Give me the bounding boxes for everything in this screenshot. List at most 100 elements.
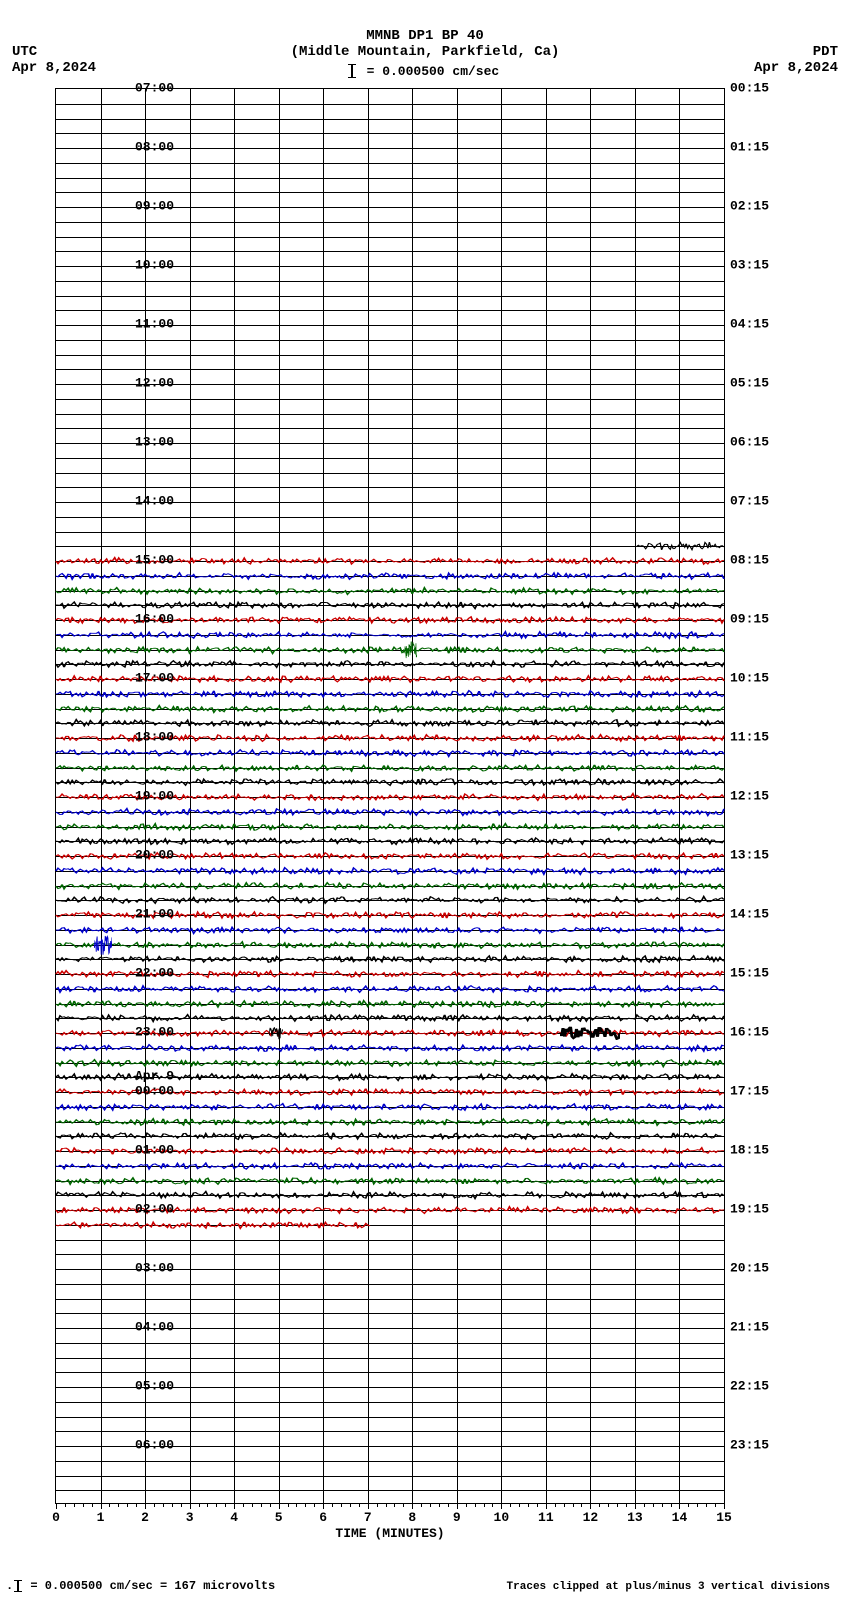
grid-line-h (56, 414, 724, 415)
y-label-right: 01:15 (730, 140, 769, 155)
seismic-trace (56, 600, 724, 610)
grid-line-h (56, 340, 724, 341)
x-tick-minor (92, 1503, 93, 1507)
y-label-right: 18:15 (730, 1143, 769, 1158)
y-label-left: 20:00 (135, 848, 174, 863)
x-tick-minor (386, 1503, 387, 1507)
grid-line-h (56, 487, 724, 488)
x-tick-minor (573, 1503, 574, 1507)
x-tick (56, 1503, 57, 1509)
y-label-right: 17:15 (730, 1084, 769, 1099)
y-label-right: 00:15 (730, 81, 769, 96)
grid-line-h (56, 1299, 724, 1300)
y-label-left: 05:00 (135, 1379, 174, 1394)
y-label-right: 05:15 (730, 376, 769, 391)
seismic-trace (56, 571, 724, 581)
y-label-left: 11:00 (135, 317, 174, 332)
footer-right: Traces clipped at plus/minus 3 vertical … (507, 1581, 830, 1593)
x-tick-minor (484, 1503, 485, 1507)
x-tick-minor (261, 1503, 262, 1507)
seismic-trace (56, 630, 724, 640)
x-tick-minor (599, 1503, 600, 1507)
x-tick-label: 5 (275, 1510, 283, 1525)
x-axis-title: TIME (MINUTES) (56, 1526, 724, 1541)
x-tick-minor (109, 1503, 110, 1507)
seismic-event (403, 641, 417, 659)
y-label-right: 19:15 (730, 1202, 769, 1217)
y-label-right: 14:15 (730, 907, 769, 922)
grid-line-h (56, 1254, 724, 1255)
grid-line-h (56, 546, 724, 547)
x-tick-minor (492, 1503, 493, 1507)
grid-line-h (56, 1343, 724, 1344)
x-tick-minor (288, 1503, 289, 1507)
x-tick-minor (715, 1503, 716, 1507)
footer-scale-prefix: . (6, 1579, 13, 1593)
day-marker: Apr 9 (135, 1069, 174, 1084)
x-tick-minor (74, 1503, 75, 1507)
scale-note: = 0.000500 cm/sec (0, 64, 850, 79)
x-tick-minor (332, 1503, 333, 1507)
x-tick (279, 1503, 280, 1509)
x-tick-label: 10 (494, 1510, 510, 1525)
grid-line-h (56, 119, 724, 120)
y-label-left: 04:00 (135, 1320, 174, 1335)
x-tick (190, 1503, 191, 1509)
seismic-trace (56, 1058, 724, 1068)
x-tick-minor (163, 1503, 164, 1507)
seismic-trace (56, 807, 724, 817)
x-tick-minor (448, 1503, 449, 1507)
y-label-right: 20:15 (730, 1261, 769, 1276)
seismic-trace (56, 999, 724, 1009)
x-tick-label: 9 (453, 1510, 461, 1525)
x-tick-label: 14 (672, 1510, 688, 1525)
y-label-right: 15:15 (730, 966, 769, 981)
y-label-left: 18:00 (135, 730, 174, 745)
grid-line-h (56, 1461, 724, 1462)
grid-line-h (56, 369, 724, 370)
y-label-right: 23:15 (730, 1438, 769, 1453)
seismic-trace (56, 763, 724, 773)
x-tick (724, 1503, 725, 1509)
x-tick (412, 1503, 413, 1509)
x-tick-minor (439, 1503, 440, 1507)
y-label-left: 09:00 (135, 199, 174, 214)
y-label-left: 23:00 (135, 1025, 174, 1040)
grid-line-h (56, 532, 724, 533)
x-tick-label: 15 (716, 1510, 732, 1525)
y-label-left: 10:00 (135, 258, 174, 273)
x-tick-label: 6 (319, 1510, 327, 1525)
x-tick-minor (305, 1503, 306, 1507)
x-tick-minor (475, 1503, 476, 1507)
y-label-left: 01:00 (135, 1143, 174, 1158)
y-label-left: 00:00 (135, 1084, 174, 1099)
x-tick (101, 1503, 102, 1509)
x-tick-label: 2 (141, 1510, 149, 1525)
y-label-left: 15:00 (135, 553, 174, 568)
x-tick-minor (341, 1503, 342, 1507)
seismic-trace (56, 704, 724, 714)
x-tick-label: 0 (52, 1510, 60, 1525)
seismic-trace (56, 984, 724, 994)
seismic-event (94, 934, 112, 956)
x-tick-minor (83, 1503, 84, 1507)
seismic-event (269, 1026, 283, 1040)
x-tick-minor (653, 1503, 654, 1507)
x-tick-minor (466, 1503, 467, 1507)
x-tick-label: 13 (627, 1510, 643, 1525)
x-tick (635, 1503, 636, 1509)
seismic-trace (56, 954, 724, 964)
x-tick-minor (662, 1503, 663, 1507)
y-label-right: 07:15 (730, 494, 769, 509)
x-tick-minor (671, 1503, 672, 1507)
seismic-trace (56, 1013, 724, 1023)
x-tick-minor (207, 1503, 208, 1507)
x-tick-minor (65, 1503, 66, 1507)
scale-text: = 0.000500 cm/sec (367, 64, 500, 79)
grid-line-h (56, 355, 724, 356)
x-tick-label: 12 (583, 1510, 599, 1525)
x-tick-minor (626, 1503, 627, 1507)
x-tick-minor (350, 1503, 351, 1507)
y-label-right: 11:15 (730, 730, 769, 745)
seismic-trace (56, 718, 724, 728)
